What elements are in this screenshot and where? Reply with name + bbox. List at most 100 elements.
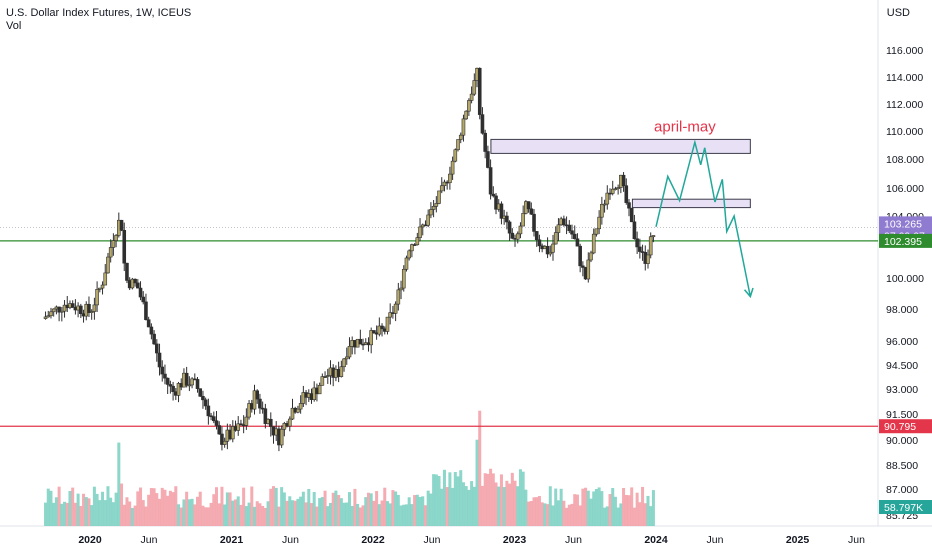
- volume-bar: [318, 498, 322, 526]
- volume-bar: [356, 503, 360, 526]
- candle-body: [532, 213, 536, 232]
- volume-bar: [559, 488, 563, 526]
- candle-body: [98, 287, 102, 290]
- volume-bar: [499, 474, 503, 526]
- volume-bar: [101, 491, 105, 526]
- candle-body: [575, 238, 580, 247]
- volume-bar: [513, 480, 517, 526]
- candle-body: [122, 230, 127, 264]
- volume-bar: [65, 502, 69, 526]
- time-tick-label: 2023: [503, 534, 527, 546]
- candle-body: [551, 243, 555, 253]
- candle-body: [467, 100, 471, 112]
- candle-body: [46, 315, 51, 318]
- volume-bar: [84, 497, 88, 526]
- candle-body: [222, 440, 227, 445]
- candle-body: [578, 245, 582, 267]
- volume-bar: [320, 497, 324, 526]
- candle-body: [605, 192, 610, 205]
- candle-body: [296, 408, 300, 413]
- candle-body: [43, 316, 48, 319]
- volume-bar: [410, 504, 414, 526]
- candle-body: [586, 259, 591, 280]
- time-axis[interactable]: 2020 Jun 2021 Jun 2022 Jun 2023 Jun 2024 Jun 2025 J…: [78, 534, 865, 546]
- candle-body: [95, 289, 99, 306]
- candle-body: [507, 221, 512, 234]
- volume-bar: [605, 506, 609, 526]
- candle-body: [247, 403, 251, 418]
- volume-bar: [187, 499, 191, 526]
- candle-body: [629, 207, 634, 223]
- volume-bar: [171, 492, 175, 526]
- volume-bar: [353, 488, 357, 526]
- volume-bar: [144, 506, 148, 526]
- volume-bar: [540, 502, 544, 526]
- volume-bar: [369, 493, 373, 526]
- volume-bar: [166, 495, 170, 526]
- volume-bar: [480, 485, 484, 526]
- candle-body: [453, 149, 458, 162]
- volume-bar: [616, 507, 620, 526]
- volume-bar: [185, 491, 189, 526]
- candle-body: [431, 206, 436, 210]
- candle-body: [144, 301, 148, 321]
- volume-bar: [472, 486, 476, 526]
- price-tick-label: 91.500: [886, 409, 918, 421]
- volume-bar: [125, 497, 129, 526]
- candle-body: [439, 185, 444, 192]
- volume-bar: [445, 487, 449, 526]
- volume-bar: [527, 501, 531, 526]
- volume-bar: [622, 488, 626, 526]
- green-level-badge: [879, 233, 932, 248]
- candle-body: [160, 366, 165, 375]
- price-tick-label: 110.000: [886, 126, 923, 138]
- volume-bar: [309, 503, 313, 526]
- currency-label[interactable]: USD: [886, 7, 910, 19]
- candle-body: [380, 325, 384, 330]
- volume-bar: [304, 502, 308, 526]
- volume-bar: [261, 505, 265, 526]
- volume-bar: [209, 502, 213, 526]
- price-axis[interactable]: 116.000 114.000 112.000 110.000 108.000 106.0…: [886, 45, 924, 522]
- candle-body: [429, 209, 433, 216]
- candle-body: [412, 244, 417, 246]
- volume-bar: [68, 490, 72, 526]
- volume-bar: [271, 486, 275, 526]
- volume-bar: [470, 481, 474, 526]
- candle-body: [217, 425, 222, 435]
- rectangle-zones[interactable]: [490, 138, 751, 209]
- candle-body: [70, 303, 75, 308]
- volume-bar: [60, 503, 64, 526]
- projection-path[interactable]: april-may: [654, 118, 754, 299]
- candle-body: [518, 225, 523, 235]
- volume-bar: [643, 503, 647, 526]
- candle-body: [385, 316, 390, 332]
- volume-bar: [421, 496, 425, 526]
- volume-bar: [182, 499, 186, 526]
- volume-badge-text: 58.797K: [884, 502, 923, 514]
- volume-bar: [133, 505, 137, 526]
- volume-bar: [508, 483, 512, 526]
- volume-bar: [177, 504, 181, 526]
- volume-bar: [385, 501, 389, 526]
- volume-bar: [198, 491, 202, 526]
- candle-body: [404, 257, 409, 270]
- volume-bar: [375, 491, 379, 526]
- candle-body: [570, 230, 574, 235]
- candle-body: [597, 216, 601, 230]
- volume-bar: [339, 498, 343, 526]
- volume-bar: [212, 494, 216, 526]
- volume-bar: [364, 497, 368, 526]
- candle-body: [648, 236, 653, 256]
- volume-bar: [578, 505, 582, 526]
- candle-body: [372, 330, 376, 334]
- volume-bar: [635, 492, 639, 526]
- price-tick-label: 100.000: [886, 273, 924, 285]
- candle-body: [393, 303, 398, 314]
- volume-bar: [594, 488, 598, 526]
- candle-body: [184, 372, 189, 386]
- candle-body: [163, 373, 167, 379]
- candle-body: [255, 390, 260, 400]
- price-tick-label: 88.500: [886, 460, 918, 472]
